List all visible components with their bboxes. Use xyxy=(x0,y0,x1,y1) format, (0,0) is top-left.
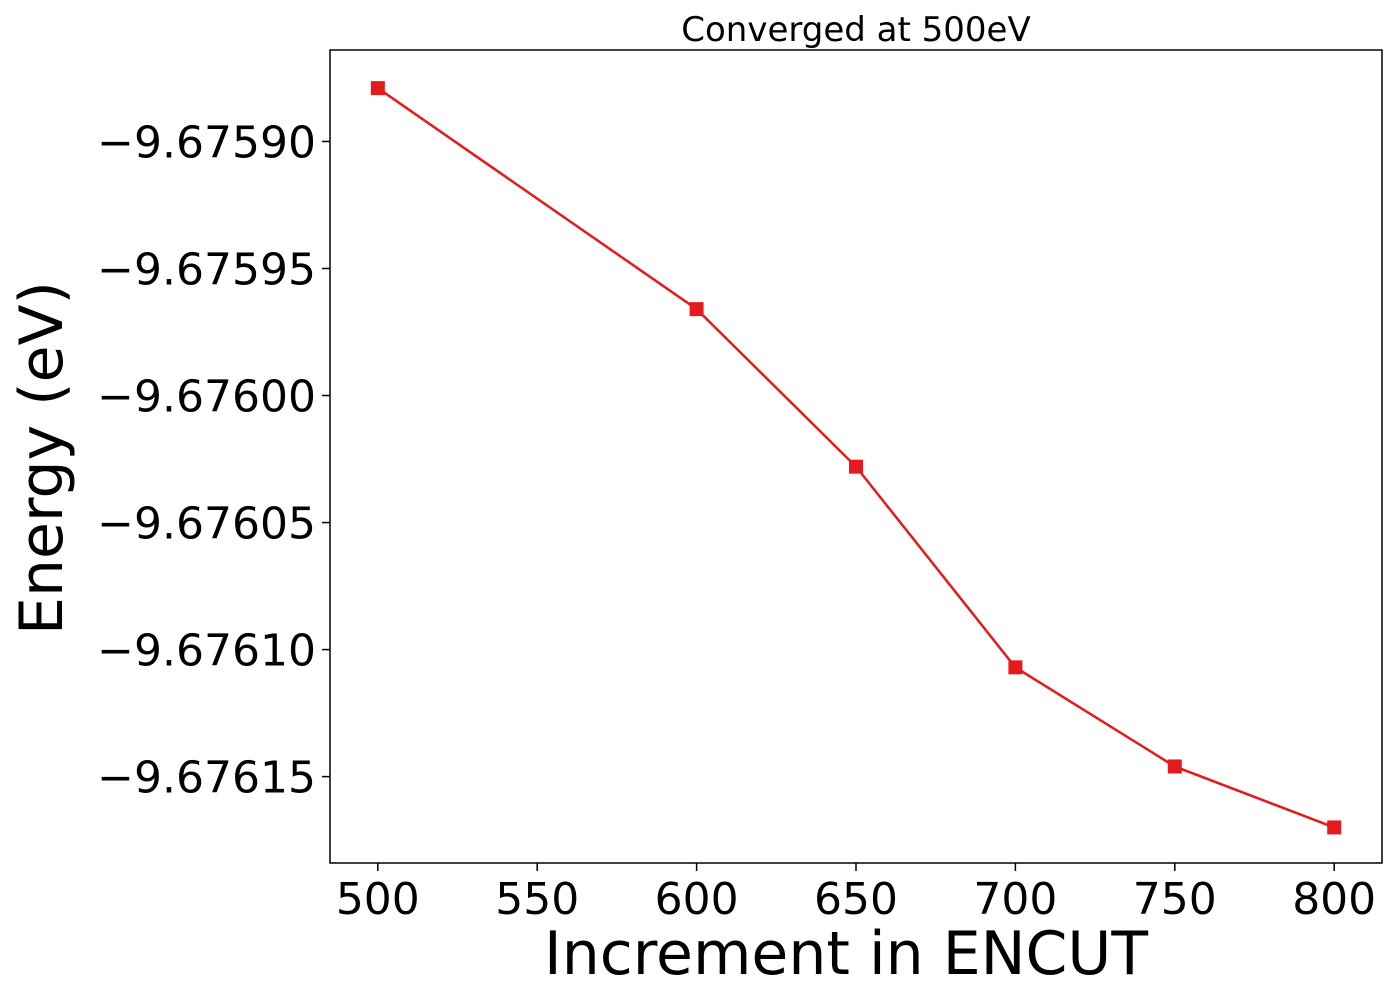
y-tick-label: −9.67590 xyxy=(97,117,316,168)
y-tick-label: −9.67595 xyxy=(97,244,316,295)
plot-area-frame xyxy=(329,49,1383,864)
data-point-marker xyxy=(1167,759,1182,774)
y-tick-label: −9.67615 xyxy=(97,753,316,804)
x-tick-label: 600 xyxy=(655,874,739,925)
series-line xyxy=(377,87,1335,829)
data-point-marker xyxy=(849,459,863,474)
y-axis-label: Energy (eV) xyxy=(7,281,77,635)
chart-title: Converged at 500eV xyxy=(681,10,1030,50)
x-tick-label: 550 xyxy=(495,874,579,925)
x-axis-label: Increment in ENCUT xyxy=(544,919,1148,989)
x-tick-label: 750 xyxy=(1133,874,1217,925)
x-tick-label: 800 xyxy=(1292,874,1376,925)
data-point-marker xyxy=(689,302,704,317)
data-point-marker xyxy=(1327,820,1342,835)
y-axis-ticks: −9.67590 −9.67595 −9.67600 −9.67605 −9.67610… xyxy=(97,117,330,804)
data-point-marker xyxy=(370,81,385,96)
data-point-marker xyxy=(1008,660,1023,675)
x-tick-label: 650 xyxy=(814,874,898,925)
x-tick-label: 700 xyxy=(973,874,1057,925)
y-tick-label: −9.67600 xyxy=(97,372,316,423)
x-axis-ticks: 500 550 600 650 700 750 800 xyxy=(336,863,1376,925)
y-tick-label: −9.67610 xyxy=(97,626,316,677)
y-tick-label: −9.67605 xyxy=(97,499,316,550)
x-tick-label: 500 xyxy=(336,874,420,925)
series-layer xyxy=(370,81,1342,835)
